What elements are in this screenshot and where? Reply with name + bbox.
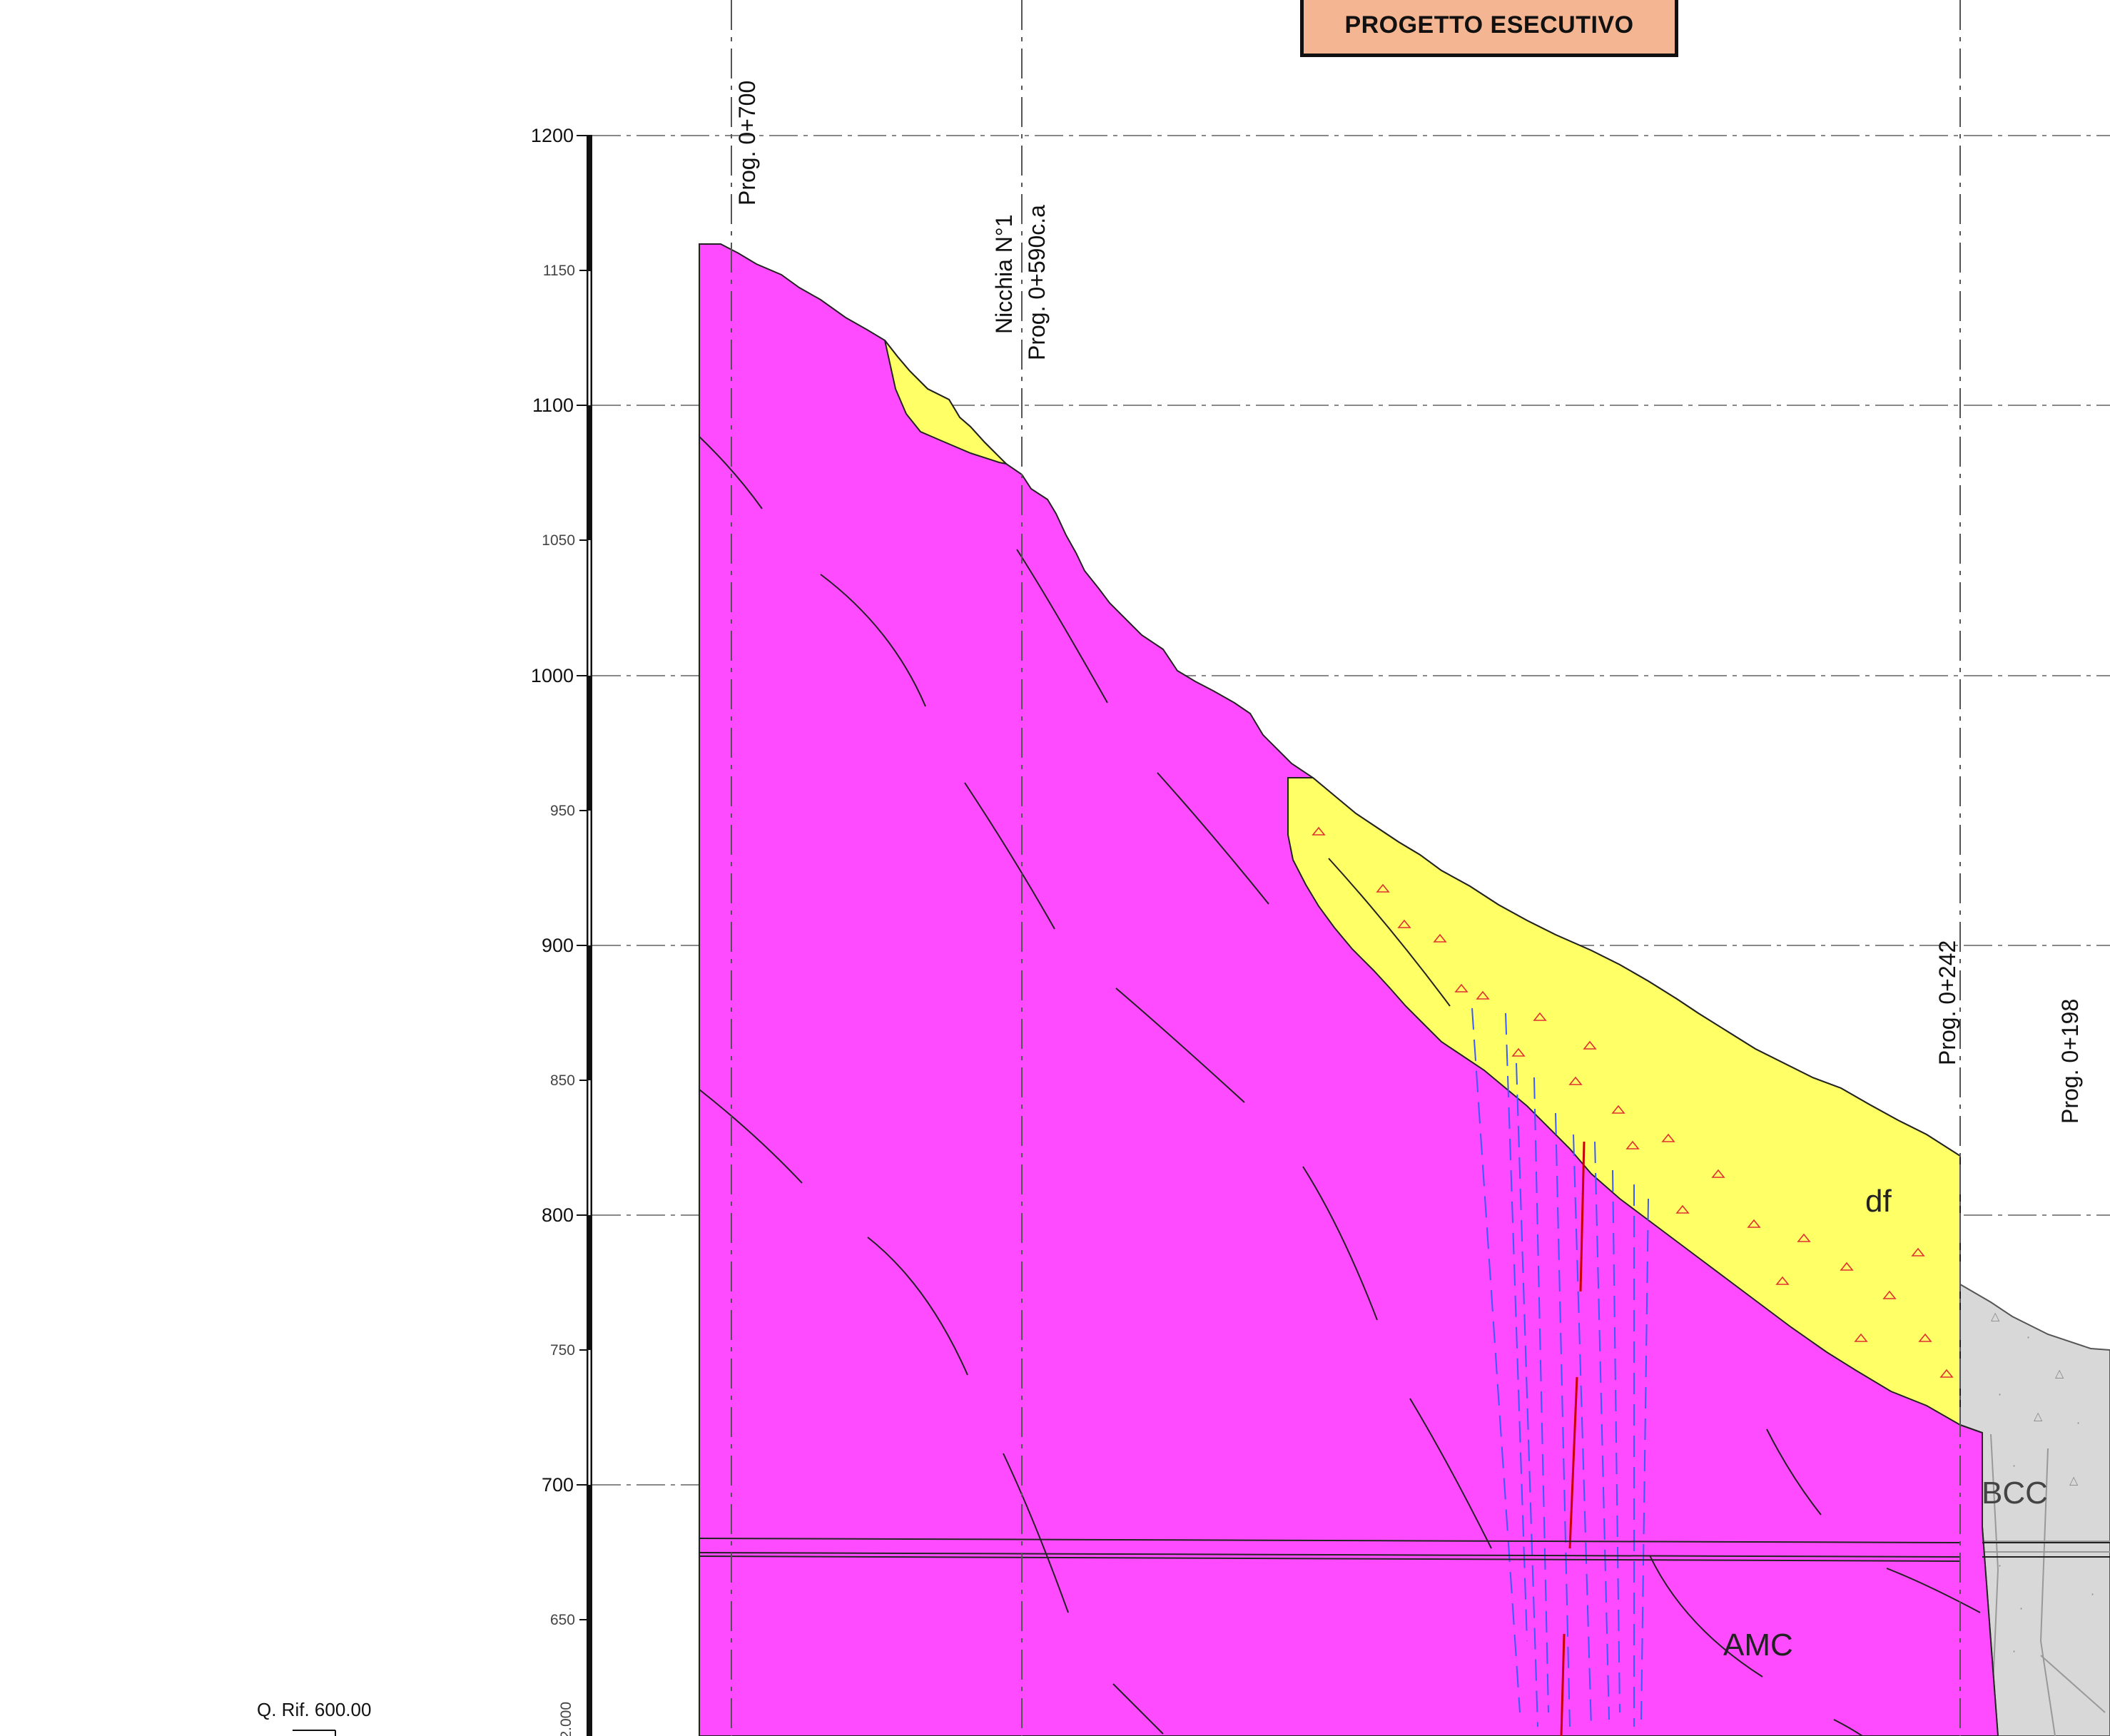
- elev-label-1100: 1100: [532, 395, 574, 416]
- svg-text:·: ·: [2012, 1459, 2016, 1473]
- svg-text:△: △: [2055, 1366, 2064, 1380]
- project-status-box: PROGETTO ESECUTIVO: [1300, 0, 1678, 57]
- elev-label-950: 950: [550, 803, 575, 819]
- svg-text:△: △: [2069, 1473, 2079, 1487]
- df-unit-upper: [884, 340, 1009, 465]
- reference-elevation-label: Q. Rif. 600.00: [257, 1699, 371, 1720]
- amc-unit-area: [699, 243, 1999, 1736]
- elev-label-1150: 1150: [543, 263, 575, 279]
- unit-label-amc: AMC: [1723, 1628, 1793, 1663]
- elev-label-1200: 1200: [531, 125, 574, 146]
- fracture-zone: [1471, 1007, 1649, 1727]
- unit-label-bcc: BCC: [1982, 1476, 2048, 1511]
- elev-label-650: 650: [550, 1612, 575, 1628]
- section-label-prog-0-700: Prog. 0+700: [734, 81, 760, 205]
- section-label-nicchia-prog: Prog. 0+590c.a: [1024, 205, 1050, 360]
- tunnel-alignment: [699, 1538, 2110, 1562]
- df-clast-symbols: [1312, 826, 1954, 1378]
- svg-text:·: ·: [1998, 1559, 2002, 1573]
- elev-label-850: 850: [550, 1072, 575, 1089]
- elev-label-1050: 1050: [542, 532, 575, 549]
- svg-text:·: ·: [2012, 1645, 2016, 1658]
- bcc-dots: △ · △ · △ · · · · △ · ·: [1991, 1309, 2094, 1658]
- elev-label-900: 900: [542, 935, 574, 956]
- elevation-labels: 1200 1150 1100 1050 1000 950 900 850 800…: [531, 125, 575, 1736]
- scale-ratio-label: 1:2.000: [558, 1702, 574, 1736]
- elev-label-1000: 1000: [531, 665, 574, 686]
- svg-text:·: ·: [2027, 1331, 2030, 1344]
- section-label-prog-0-242: Prog. 0+242: [1934, 940, 1960, 1065]
- svg-text:△: △: [2034, 1409, 2043, 1423]
- unit-label-df: df: [1865, 1184, 1892, 1219]
- elev-label-800: 800: [542, 1204, 574, 1226]
- elev-label-750: 750: [550, 1342, 575, 1359]
- df-unit-lower: [1287, 777, 1961, 1426]
- svg-text:·: ·: [2076, 1416, 2080, 1430]
- project-status-title: PROGETTO ESECUTIVO: [1344, 11, 1634, 39]
- svg-text:·: ·: [2091, 1588, 2094, 1601]
- section-lines: [731, 0, 1961, 1736]
- svg-text:·: ·: [1998, 1388, 2002, 1401]
- svg-text:△: △: [1991, 1309, 2000, 1323]
- elevation-scale-bar: [577, 135, 592, 1736]
- section-label-prog-0-198: Prog. 0+198: [2057, 999, 2083, 1124]
- svg-text:·: ·: [2019, 1602, 2023, 1615]
- fault-line: [1560, 1141, 1586, 1736]
- elev-label-700: 700: [542, 1474, 574, 1496]
- amc-schistosity-lines: [699, 436, 1981, 1736]
- section-label-nicchia-name: Nicchia N°1: [991, 214, 1017, 334]
